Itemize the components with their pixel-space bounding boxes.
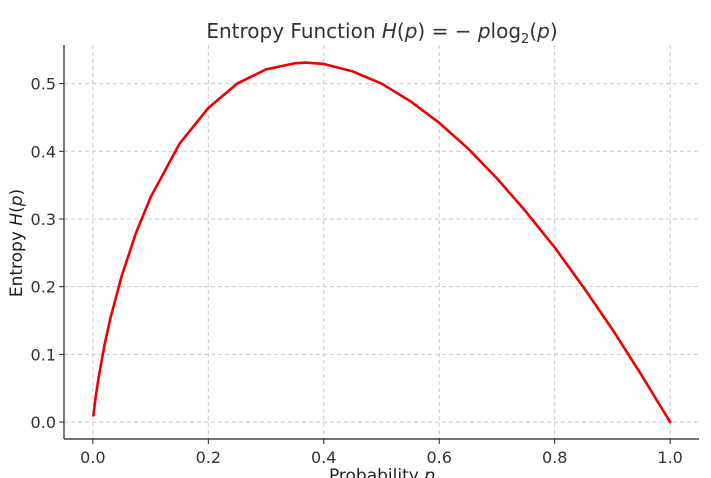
x-tick-label: 0.6 [427, 448, 452, 467]
x-tick-label: 0.8 [542, 448, 567, 467]
chart-title-log: log [491, 19, 522, 43]
axes [63, 45, 699, 440]
y-tick-label: 0.2 [31, 278, 56, 297]
chart-title-prefix: Entropy Function [206, 19, 382, 43]
chart-title-p2: p [477, 19, 491, 43]
y-axis-title-text: Entropy [7, 226, 27, 297]
series-line [92, 61, 672, 424]
y-tick-label: 0.1 [31, 345, 56, 364]
chart-title-arg-close: ) [550, 19, 558, 43]
y-axis-title-close: ) [7, 189, 27, 196]
x-axis-title-var: p [423, 466, 435, 478]
y-tick-label: 0.5 [31, 75, 56, 94]
chart-title-close-paren: ) [417, 19, 425, 43]
x-tick-label: 0.4 [311, 448, 336, 467]
y-ticks: 0.0 0.1 0.2 0.3 0.4 0.5 [31, 75, 64, 432]
chart-title-p3: p [536, 19, 550, 43]
series [92, 61, 672, 424]
grid [64, 45, 699, 439]
chart-title-equals: = − [425, 19, 478, 43]
y-axis-title-open: ( [7, 206, 27, 213]
x-ticks: 0.0 0.2 0.4 0.6 0.8 1.0 [80, 439, 683, 467]
chart-title-h: H [382, 19, 397, 43]
chart-title-open-paren: ( [397, 19, 405, 43]
chart-title-p1: p [404, 19, 418, 43]
y-axis-title-p: p [7, 195, 27, 207]
y-tick-label: 0.0 [31, 413, 56, 432]
y-axis-title-var: H [7, 213, 27, 226]
x-tick-label: 0.2 [196, 448, 221, 467]
x-axis-title-text: Probability [329, 466, 424, 478]
y-tick-label: 0.3 [31, 210, 56, 229]
chart-title: Entropy Function H(p) = − plog2(p) [206, 19, 557, 47]
y-axis-title: Entropy H(p) [7, 189, 27, 297]
chart-title-arg-open: ( [529, 19, 537, 43]
x-axis-title: Probability p [329, 466, 435, 478]
chart-title-subscript: 2 [521, 32, 529, 47]
y-tick-label: 0.4 [31, 142, 56, 161]
x-tick-label: 0.0 [80, 448, 105, 467]
x-tick-label: 1.0 [657, 448, 682, 467]
